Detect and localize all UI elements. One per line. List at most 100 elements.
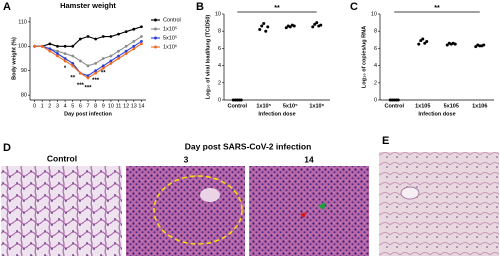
point xyxy=(319,23,323,27)
x-tick-label: 11 xyxy=(116,103,122,109)
y-tick-label: 2 xyxy=(374,80,377,86)
x-axis-title: Infection dose xyxy=(258,111,295,117)
legend-marker xyxy=(154,36,157,40)
y-tick-label: 10 xyxy=(215,11,221,17)
significance: ** xyxy=(274,5,280,12)
panel-label: D xyxy=(3,142,11,154)
y-tick-label: 8 xyxy=(218,29,221,35)
y-tick-label: 0 xyxy=(374,97,377,103)
x-tick-label: 8 xyxy=(94,103,97,109)
point xyxy=(117,57,120,60)
point xyxy=(117,32,120,36)
point xyxy=(132,47,136,51)
arrow xyxy=(300,212,307,218)
point xyxy=(78,37,82,41)
y-tick-label: 6 xyxy=(374,46,377,52)
point xyxy=(48,42,52,46)
point xyxy=(86,64,90,68)
x-axis-title: Day post infection xyxy=(64,111,112,117)
point xyxy=(132,27,136,31)
point xyxy=(140,42,143,46)
y-tick-label: 4 xyxy=(374,63,377,69)
caption: 3 xyxy=(184,154,189,164)
x-tick-label: 4 xyxy=(64,103,67,109)
annotation: *** xyxy=(92,78,100,84)
y-tick-label: 100 xyxy=(18,44,27,50)
legend-label: 1x10⁵ xyxy=(163,25,177,32)
point xyxy=(33,44,36,48)
point xyxy=(396,98,400,102)
x-tick-label: 9 xyxy=(102,103,105,109)
annotation: ** xyxy=(101,71,106,77)
point xyxy=(109,59,113,63)
point xyxy=(423,41,427,45)
point xyxy=(124,49,128,53)
x-tick-label: 12 xyxy=(123,103,129,109)
y-tick-label: 80 xyxy=(21,93,27,99)
point xyxy=(313,22,317,26)
legend-label: 5x10⁵ xyxy=(163,34,177,41)
chart-title: Hamster weight xyxy=(60,1,116,10)
point xyxy=(78,59,82,63)
x-tick-label: 0 xyxy=(33,103,36,109)
legend-label: Control xyxy=(163,17,181,23)
histology: D Control Day post SARS-CoV-2 infection … xyxy=(1,135,499,256)
point xyxy=(284,26,288,30)
point xyxy=(101,66,105,70)
image-day3 xyxy=(126,166,245,256)
point xyxy=(56,52,59,56)
image-e xyxy=(379,152,499,256)
point xyxy=(453,42,457,46)
point xyxy=(117,49,120,53)
point xyxy=(124,52,128,56)
x-tick-label: Control xyxy=(384,103,404,109)
x-tick-label: 3 xyxy=(56,103,59,109)
point xyxy=(109,35,113,38)
y-axis-title: Log₁₀ of copies/ug RNA xyxy=(361,26,367,88)
point xyxy=(78,71,82,75)
x-tick-label: 7 xyxy=(86,103,89,109)
y-tick-label: 4 xyxy=(218,63,221,69)
point xyxy=(421,37,425,41)
point xyxy=(124,44,128,48)
point xyxy=(264,29,268,33)
point xyxy=(101,64,105,68)
point xyxy=(86,74,90,77)
significance: ** xyxy=(434,5,440,12)
x-tick-label: 1x105 xyxy=(415,103,430,109)
panel-label: E xyxy=(382,135,389,147)
arrow xyxy=(318,202,326,210)
point xyxy=(86,35,90,38)
y-tick-label: 2 xyxy=(218,80,221,86)
x-tick-label: 1x106 xyxy=(472,103,487,109)
point xyxy=(292,24,296,28)
y-tick-label: 110 xyxy=(18,19,27,25)
legend-marker xyxy=(154,27,157,31)
point xyxy=(56,54,59,58)
x-tick-label: 1 xyxy=(41,103,44,109)
point xyxy=(101,57,105,60)
point xyxy=(132,44,136,48)
point xyxy=(482,43,486,47)
point xyxy=(140,35,143,38)
point xyxy=(63,44,67,48)
vessel xyxy=(200,188,220,202)
x-tick-label: 10 xyxy=(108,103,114,109)
x-tick-label: 2 xyxy=(48,103,51,109)
y-tick-label: 10 xyxy=(371,11,377,17)
y-tick-label: 6 xyxy=(218,46,221,52)
y-tick-label: 90 xyxy=(21,68,27,74)
x-tick-label: 13 xyxy=(131,103,137,109)
x-tick-label: 1x10⁶ xyxy=(309,103,324,109)
point xyxy=(63,57,67,60)
point xyxy=(63,59,67,63)
point xyxy=(63,52,67,56)
legend-label: 1x10⁶ xyxy=(163,43,177,50)
point xyxy=(109,61,113,65)
point xyxy=(40,44,44,48)
panel-label: B xyxy=(196,1,204,13)
point xyxy=(132,40,136,43)
point xyxy=(71,54,75,58)
panel-label: A xyxy=(3,1,11,13)
